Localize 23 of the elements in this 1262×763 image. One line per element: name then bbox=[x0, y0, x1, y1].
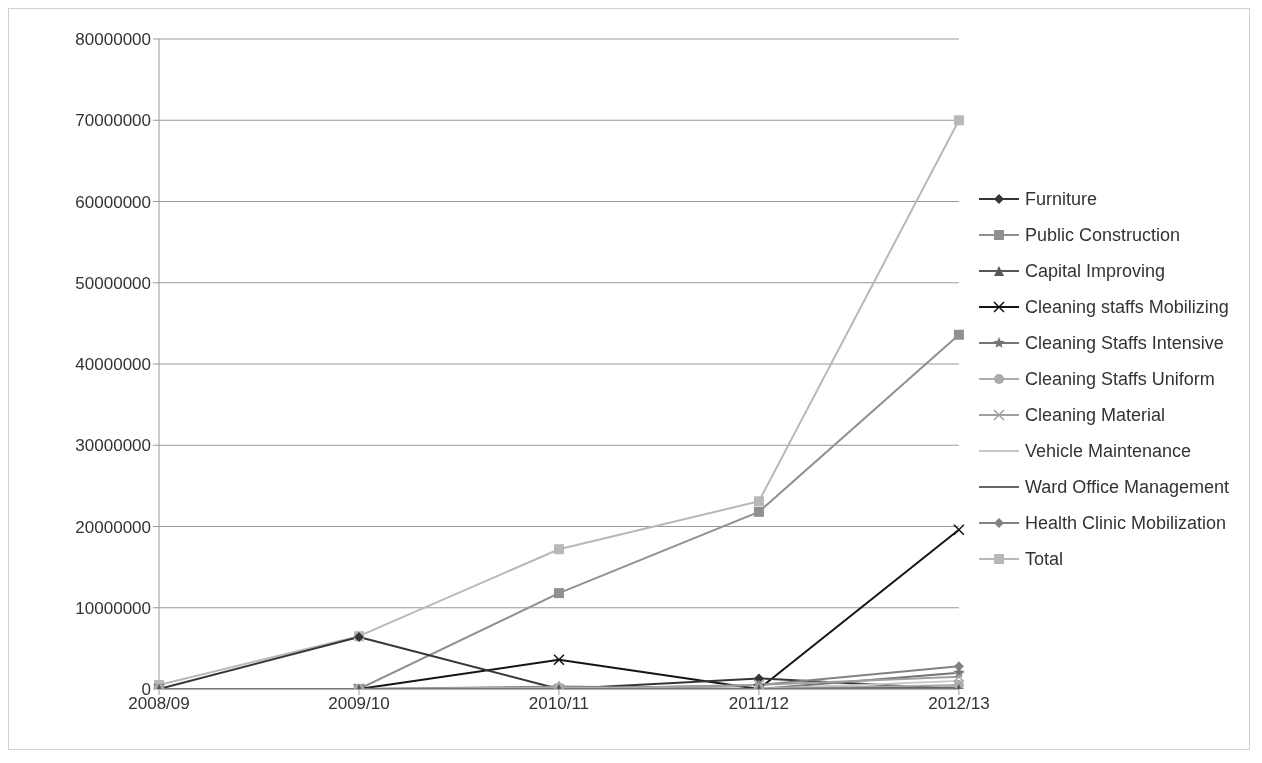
y-tick-label: 40000000 bbox=[75, 355, 151, 375]
x-tick-label: 2009/10 bbox=[328, 694, 390, 714]
legend-label: Cleaning Staffs Uniform bbox=[1024, 368, 1215, 390]
x-tick-label: 2012/13 bbox=[928, 694, 990, 714]
x-tick-label: 2011/12 bbox=[728, 694, 790, 714]
y-tick-label: 50000000 bbox=[75, 273, 151, 293]
legend-label: Capital Improving bbox=[1024, 260, 1165, 282]
legend-label: Cleaning staffs Mobilizing bbox=[1024, 296, 1229, 318]
legend-label: Cleaning Material bbox=[1024, 404, 1165, 426]
y-tick-label: 30000000 bbox=[75, 436, 151, 456]
y-tick-label: 60000000 bbox=[75, 192, 151, 212]
legend-label: Cleaning Staffs Intensive bbox=[1024, 332, 1224, 354]
legend-label: Ward Office Management bbox=[1024, 476, 1229, 498]
legend-label: Vehicle Maintenance bbox=[1024, 440, 1192, 462]
y-tick-label: 10000000 bbox=[75, 598, 151, 618]
y-tick-label: 20000000 bbox=[75, 517, 151, 537]
x-tick-label: 2010/11 bbox=[528, 694, 590, 714]
y-tick-label: 70000000 bbox=[75, 111, 151, 131]
legend-label: Health Clinic Mobilization bbox=[1024, 512, 1226, 534]
legend-label: Total bbox=[1024, 548, 1063, 570]
legend-label: Furniture bbox=[1024, 188, 1097, 210]
y-tick-label: 80000000 bbox=[75, 30, 151, 50]
legend-label: Public Construction bbox=[1024, 224, 1180, 246]
